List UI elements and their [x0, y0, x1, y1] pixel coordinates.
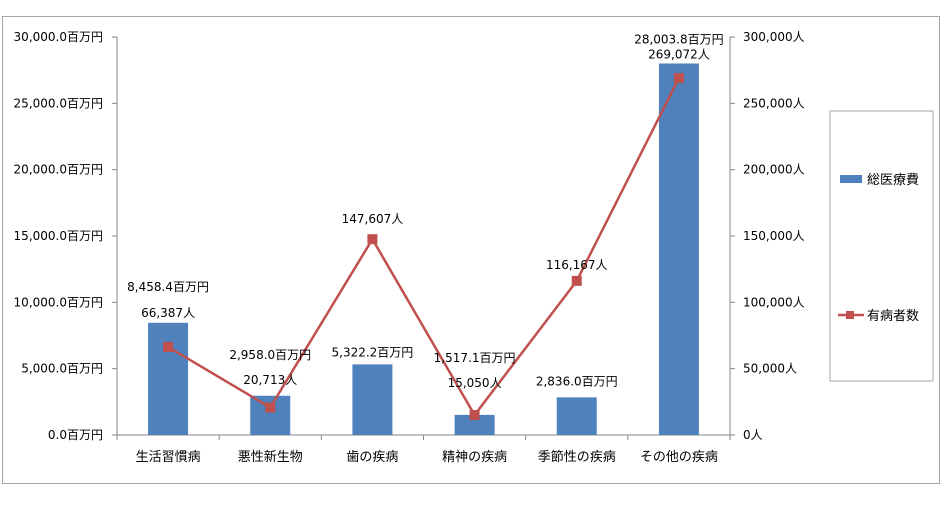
- line-data-label: 66,387人: [141, 306, 195, 320]
- data-labels: 8,458.4百万円 66,387人 2,958.0百万円 20,713人 5,322.…: [127, 32, 723, 389]
- line-data-label: 269,072人: [648, 47, 710, 61]
- line-marker: [163, 341, 174, 352]
- line-marker: [571, 275, 582, 286]
- bar: [658, 63, 699, 436]
- right-tick-label: 50,000人: [743, 362, 797, 376]
- legend-swatch-bar: [840, 175, 862, 183]
- x-tick-label: 歯の疾病: [346, 450, 398, 465]
- legend-swatch-marker: [846, 311, 854, 319]
- bar-series: [148, 63, 699, 436]
- bar-data-label: 28,003.8百万円: [634, 32, 723, 46]
- left-tick-label: 20,000.0百万円: [14, 163, 103, 177]
- right-tick-label: 0人: [743, 428, 763, 442]
- x-tick-label: 精神の疾病: [442, 450, 507, 465]
- bar-data-label: 2,836.0百万円: [536, 374, 618, 388]
- legend-box: [829, 110, 934, 382]
- right-tick-label: 200,000人: [743, 163, 805, 177]
- left-tick-label: 30,000.0百万円: [14, 30, 103, 44]
- line-marker: [265, 402, 276, 413]
- bar: [556, 397, 597, 435]
- x-tick-label: 生活習慣病: [136, 449, 201, 465]
- line-data-label: 20,713人: [243, 373, 297, 387]
- left-tick-label: 0.0百万円: [48, 428, 103, 442]
- line-marker: [469, 410, 480, 421]
- bar-data-label: 8,458.4百万円: [127, 280, 209, 294]
- line-data-label: 116,167人: [546, 258, 608, 272]
- bar: [250, 395, 291, 435]
- bar-data-label: 1,517.1百万円: [434, 351, 516, 365]
- left-tick-label: 25,000.0百万円: [14, 96, 103, 110]
- bar: [352, 364, 393, 435]
- legend-label-line: 有病者数: [867, 309, 919, 324]
- right-tick-label: 250,000人: [743, 96, 805, 110]
- left-tick-label: 15,000.0百万円: [14, 229, 103, 243]
- line-data-label: 147,607人: [342, 212, 404, 226]
- bar: [148, 322, 189, 435]
- legend-label-bar: 総医療費: [867, 173, 919, 188]
- left-tick-label: 10,000.0百万円: [14, 295, 103, 309]
- right-tick-label: 150,000人: [743, 229, 805, 243]
- bar: [454, 414, 495, 435]
- axes: 0.0百万円 5,000.0百万円 10,000.0百万円 15,000.0百万円 20…: [14, 30, 805, 465]
- bar-data-label: 2,958.0百万円: [229, 348, 311, 362]
- x-tick-label: その他の疾病: [640, 450, 718, 465]
- bar-data-label: 5,322.2百万円: [332, 345, 414, 359]
- left-tick-label: 5,000.0百万円: [21, 362, 103, 376]
- x-tick-label: 悪性新生物: [238, 449, 303, 465]
- series-line: [167, 77, 681, 417]
- line-marker: [367, 234, 378, 245]
- line-marker: [673, 73, 684, 84]
- right-tick-label: 100,000人: [743, 295, 805, 309]
- right-tick-label: 300,000人: [743, 30, 805, 44]
- x-tick-label: 季節性の疾病: [538, 450, 616, 465]
- line-data-label: 15,050人: [448, 376, 502, 390]
- line-series: [163, 73, 684, 421]
